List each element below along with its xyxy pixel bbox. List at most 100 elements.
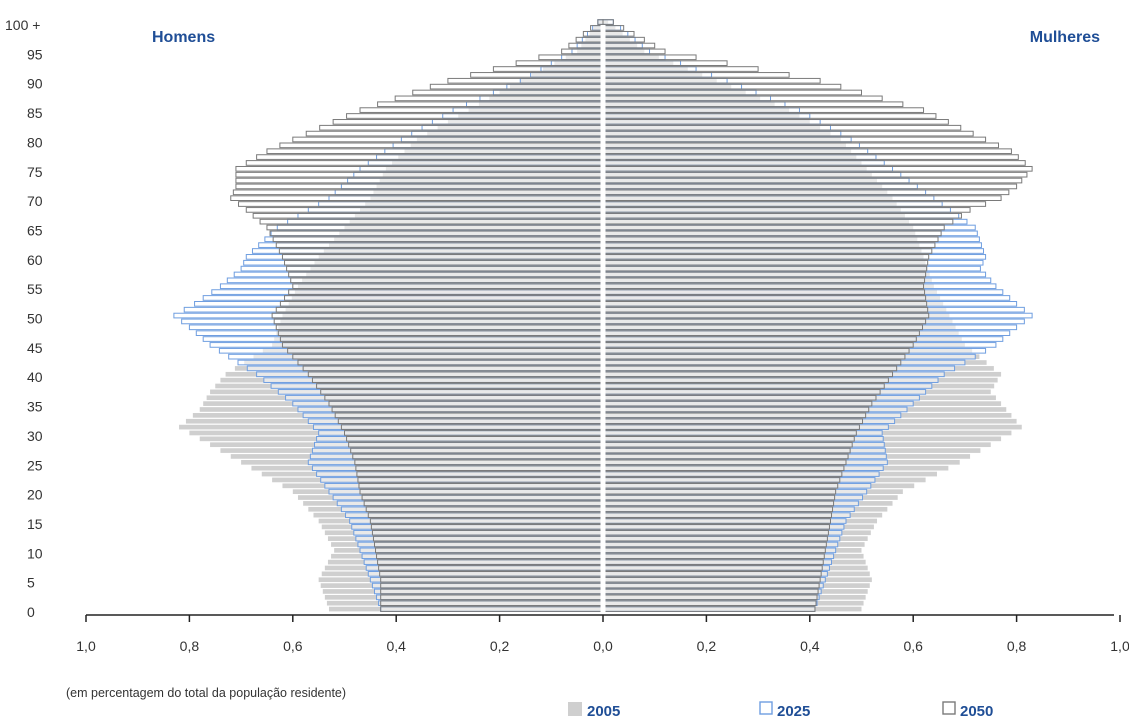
bar-2050-women-age-85 <box>602 107 925 113</box>
x-tick-label: 0,4 <box>386 638 406 654</box>
bar-2050-women-age-24 <box>602 465 845 472</box>
bar-2050-women-age-35 <box>602 400 873 407</box>
bar-2050-men-age-42 <box>297 359 604 366</box>
bar-2050-women-age-75 <box>602 165 1033 172</box>
bar-2050-women-age-82 <box>602 124 962 131</box>
bar-2050-men-age-16 <box>367 512 604 518</box>
bar-2050-men-age-6 <box>379 571 604 577</box>
bar-2050-women-age-100 <box>602 19 614 25</box>
bar-2050-women-age-12 <box>602 535 828 542</box>
bar-2050-men-age-64 <box>269 230 604 237</box>
bar-2050-women-age-16 <box>602 512 833 518</box>
bar-2050-men-age-15 <box>369 518 604 524</box>
bar-2050-men-age-40 <box>307 371 604 378</box>
legend-swatch-2025 <box>759 701 773 715</box>
bar-2050-women-age-37 <box>602 389 881 395</box>
bar-2050-men-age-3 <box>380 588 604 595</box>
bar-2050-men-age-72 <box>235 183 604 190</box>
x-tick-label: 0,4 <box>800 638 820 654</box>
bar-2050-women-age-51 <box>602 306 929 313</box>
bar-2050-men-age-51 <box>275 306 604 313</box>
bar-2050-men-age-5 <box>380 576 604 583</box>
bar-2050-men-age-8 <box>377 559 604 565</box>
bar-2050-women-age-86 <box>602 101 904 108</box>
bar-2050-men-age-45 <box>281 342 604 348</box>
bar-2050-men-age-88 <box>412 89 604 96</box>
bar-2050-men-age-35 <box>328 400 604 407</box>
bar-2050-men-age-56 <box>290 277 604 284</box>
y-tick-label: 15 <box>27 516 43 532</box>
bar-2050-men-age-87 <box>394 95 604 102</box>
y-tick-label: 45 <box>27 340 43 356</box>
bar-2050-men-age-94 <box>538 54 604 61</box>
bar-2050-men-age-60 <box>281 254 604 260</box>
bar-2050-men-age-67 <box>252 212 604 219</box>
bar-2050-men-age-24 <box>355 465 604 472</box>
y-tick-label: 90 <box>27 76 43 92</box>
bar-2050-women-age-29 <box>602 436 855 442</box>
bar-2050-women-age-97 <box>602 36 645 43</box>
bar-2050-men-age-97 <box>575 36 604 43</box>
bar-2050-men-age-12 <box>372 535 604 542</box>
bar-2050-women-age-56 <box>602 277 926 284</box>
bar-2050-women-age-76 <box>602 160 1026 166</box>
bar-2050-women-age-58 <box>602 265 928 272</box>
x-tick-label: 0,8 <box>1007 638 1027 654</box>
bar-2050-women-age-65 <box>602 224 945 231</box>
bar-2050-men-age-30 <box>344 430 604 436</box>
bar-2050-men-age-7 <box>378 565 604 571</box>
bar-2050-men-age-63 <box>272 236 604 243</box>
bar-2050-women-age-89 <box>602 83 842 90</box>
bar-2050-men-age-71 <box>232 189 604 196</box>
bar-2050-men-age-79 <box>279 142 604 149</box>
bar-2050-women-age-53 <box>602 295 927 301</box>
y-tick-label: 95 <box>27 46 43 62</box>
bar-2050-men-age-1 <box>380 600 604 607</box>
bar-2050-men-age-27 <box>350 447 604 454</box>
bar-2050-women-age-79 <box>602 142 999 149</box>
bar-2050-men-age-70 <box>230 195 604 202</box>
bar-2050-women-age-43 <box>602 353 906 360</box>
bar-2050-men-age-46 <box>279 336 604 342</box>
bar-2050-women-age-57 <box>602 271 927 278</box>
bar-2050-women-age-90 <box>602 77 821 84</box>
bar-2050-men-age-39 <box>311 377 604 383</box>
bar-2050-women-age-23 <box>602 471 843 477</box>
bar-2050-women-age-41 <box>602 365 898 372</box>
bar-2050-men-age-65 <box>266 224 604 231</box>
bar-2050-men-age-9 <box>376 553 604 560</box>
y-tick-label: 80 <box>27 134 43 150</box>
bar-2050-men-age-92 <box>492 66 604 72</box>
bar-2050-men-age-90 <box>447 77 604 84</box>
bar-2050-men-age-38 <box>316 383 604 389</box>
bar-2050-women-age-32 <box>602 418 864 425</box>
bar-2050-women-age-70 <box>602 195 1002 202</box>
y-tick-label: 100 + <box>5 17 40 33</box>
bar-2050-men-age-26 <box>352 453 604 460</box>
bar-2050-women-age-1 <box>602 600 817 607</box>
bar-2050-men-age-19 <box>361 494 604 501</box>
bar-2050-men-age-80 <box>292 136 604 143</box>
bar-2050-women-age-33 <box>602 412 867 419</box>
bar-2050-women-age-36 <box>602 394 877 401</box>
bar-2050-men-age-93 <box>515 60 604 66</box>
bar-2050-women-age-94 <box>602 54 697 61</box>
bar-2050-men-age-34 <box>331 406 604 413</box>
bar-2050-women-age-61 <box>602 248 933 254</box>
bar-2050-men-age-68 <box>245 207 604 213</box>
bar-2050-women-age-7 <box>602 565 823 571</box>
bar-2050-women-age-38 <box>602 383 885 389</box>
legend-label-2005: 2005 <box>587 703 620 718</box>
bar-2050-men-age-31 <box>340 424 604 430</box>
bar-2050-men-age-25 <box>354 459 604 466</box>
x-tick-label: 0,8 <box>180 638 200 654</box>
bar-2050-men-age-28 <box>348 441 604 448</box>
bar-2050-women-age-52 <box>602 300 928 307</box>
bar-2050-women-age-93 <box>602 60 728 66</box>
bar-2050-men-age-0 <box>380 606 604 612</box>
bar-2050-women-age-4 <box>602 582 820 589</box>
bar-2050-women-age-18 <box>602 500 835 507</box>
y-tick-label: 70 <box>27 193 43 209</box>
bar-2050-women-age-39 <box>602 377 889 383</box>
legend-swatch-2005 <box>568 702 582 716</box>
